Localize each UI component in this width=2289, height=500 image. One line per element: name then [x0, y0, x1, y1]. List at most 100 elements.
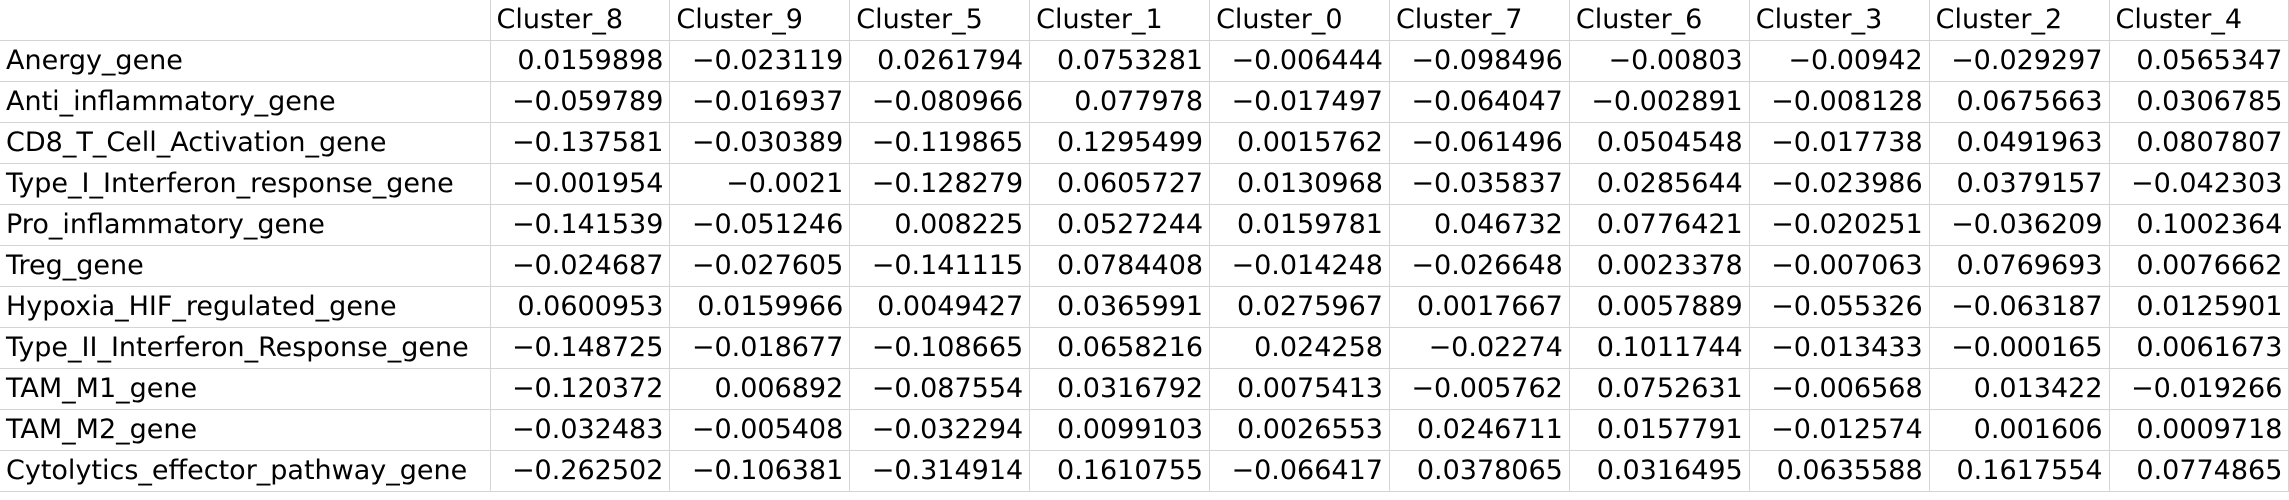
column-header[interactable]: Cluster_9: [669, 0, 851, 41]
value-cell[interactable]: 0.0316792: [1029, 368, 1211, 410]
value-cell[interactable]: 0.0157791: [1569, 409, 1750, 451]
value-cell[interactable]: −0.014248: [1209, 245, 1390, 287]
row-label-cell[interactable]: Cytolytics_effector_pathway_gene: [0, 450, 491, 492]
value-cell[interactable]: 0.0076662: [2109, 245, 2289, 287]
value-cell[interactable]: −0.032483: [490, 409, 671, 451]
value-cell[interactable]: 0.0159966: [669, 286, 851, 328]
value-cell[interactable]: 0.0306785: [2109, 81, 2289, 123]
value-cell[interactable]: −0.020251: [1749, 204, 1930, 246]
row-label-cell[interactable]: Type_I_Interferon_response_gene: [0, 163, 491, 205]
column-header[interactable]: Cluster_0: [1209, 0, 1390, 41]
value-cell[interactable]: 0.1617554: [1929, 450, 2110, 492]
value-cell[interactable]: −0.02274: [1389, 327, 1570, 369]
column-header[interactable]: Cluster_1: [1029, 0, 1211, 41]
value-cell[interactable]: −0.262502: [490, 450, 671, 492]
row-label-cell[interactable]: Type_II_Interferon_Response_gene: [0, 327, 491, 369]
column-header[interactable]: Cluster_5: [849, 0, 1031, 41]
value-cell[interactable]: 0.046732: [1389, 204, 1570, 246]
row-label-cell[interactable]: Pro_inflammatory_gene: [0, 204, 491, 246]
value-cell[interactable]: −0.098496: [1389, 40, 1570, 82]
value-cell[interactable]: 0.0752631: [1569, 368, 1750, 410]
value-cell[interactable]: −0.120372: [490, 368, 671, 410]
value-cell[interactable]: 0.0774865: [2109, 450, 2289, 492]
value-cell[interactable]: −0.064047: [1389, 81, 1570, 123]
value-cell[interactable]: 0.0605727: [1029, 163, 1211, 205]
value-cell[interactable]: 0.0261794: [849, 40, 1031, 82]
value-cell[interactable]: 0.0159781: [1209, 204, 1390, 246]
value-cell[interactable]: −0.128279: [849, 163, 1031, 205]
value-cell[interactable]: 0.0365991: [1029, 286, 1211, 328]
value-cell[interactable]: 0.0600953: [490, 286, 671, 328]
value-cell[interactable]: 0.0061673: [2109, 327, 2289, 369]
value-cell[interactable]: −0.036209: [1929, 204, 2110, 246]
value-cell[interactable]: 0.0009718: [2109, 409, 2289, 451]
value-cell[interactable]: −0.032294: [849, 409, 1031, 451]
value-cell[interactable]: −0.314914: [849, 450, 1031, 492]
value-cell[interactable]: 0.0776421: [1569, 204, 1750, 246]
value-cell[interactable]: 0.0099103: [1029, 409, 1211, 451]
value-cell[interactable]: −0.005408: [669, 409, 851, 451]
value-cell[interactable]: 0.1011744: [1569, 327, 1750, 369]
value-cell[interactable]: −0.029297: [1929, 40, 2110, 82]
value-cell[interactable]: 0.001606: [1929, 409, 2110, 451]
value-cell[interactable]: −0.026648: [1389, 245, 1570, 287]
value-cell[interactable]: −0.019266: [2109, 368, 2289, 410]
value-cell[interactable]: 0.0379157: [1929, 163, 2110, 205]
value-cell[interactable]: 0.0026553: [1209, 409, 1390, 451]
value-cell[interactable]: −0.006568: [1749, 368, 1930, 410]
value-cell[interactable]: 0.0491963: [1929, 122, 2110, 164]
value-cell[interactable]: −0.023119: [669, 40, 851, 82]
value-cell[interactable]: 0.0784408: [1029, 245, 1211, 287]
value-cell[interactable]: −0.006444: [1209, 40, 1390, 82]
value-cell[interactable]: −0.023986: [1749, 163, 1930, 205]
value-cell[interactable]: −0.030389: [669, 122, 851, 164]
value-cell[interactable]: 0.0769693: [1929, 245, 2110, 287]
value-cell[interactable]: 0.0807807: [2109, 122, 2289, 164]
value-cell[interactable]: 0.0057889: [1569, 286, 1750, 328]
column-header[interactable]: Cluster_7: [1389, 0, 1570, 41]
column-header[interactable]: Cluster_3: [1749, 0, 1930, 41]
row-label-cell[interactable]: TAM_M1_gene: [0, 368, 491, 410]
value-cell[interactable]: 0.0285644: [1569, 163, 1750, 205]
value-cell[interactable]: −0.002891: [1569, 81, 1750, 123]
value-cell[interactable]: −0.042303: [2109, 163, 2289, 205]
value-cell[interactable]: −0.013433: [1749, 327, 1930, 369]
value-cell[interactable]: 0.0378065: [1389, 450, 1570, 492]
value-cell[interactable]: −0.087554: [849, 368, 1031, 410]
value-cell[interactable]: 0.1295499: [1029, 122, 1211, 164]
value-cell[interactable]: 0.006892: [669, 368, 851, 410]
value-cell[interactable]: −0.137581: [490, 122, 671, 164]
value-cell[interactable]: −0.007063: [1749, 245, 1930, 287]
value-cell[interactable]: 0.013422: [1929, 368, 2110, 410]
row-label-cell[interactable]: TAM_M2_gene: [0, 409, 491, 451]
value-cell[interactable]: −0.024687: [490, 245, 671, 287]
value-cell[interactable]: 0.0675663: [1929, 81, 2110, 123]
value-cell[interactable]: 0.0565347: [2109, 40, 2289, 82]
value-cell[interactable]: 0.0017667: [1389, 286, 1570, 328]
value-cell[interactable]: 0.024258: [1209, 327, 1390, 369]
value-cell[interactable]: −0.005762: [1389, 368, 1570, 410]
value-cell[interactable]: 0.0130968: [1209, 163, 1390, 205]
row-label-cell[interactable]: CD8_T_Cell_Activation_gene: [0, 122, 491, 164]
column-header[interactable]: Cluster_8: [490, 0, 671, 41]
value-cell[interactable]: −0.055326: [1749, 286, 1930, 328]
value-cell[interactable]: −0.00803: [1569, 40, 1750, 82]
value-cell[interactable]: 0.0527244: [1029, 204, 1211, 246]
row-label-cell[interactable]: Anergy_gene: [0, 40, 491, 82]
value-cell[interactable]: −0.141115: [849, 245, 1031, 287]
value-cell[interactable]: −0.017497: [1209, 81, 1390, 123]
value-cell[interactable]: −0.027605: [669, 245, 851, 287]
value-cell[interactable]: 0.0125901: [2109, 286, 2289, 328]
row-label-cell[interactable]: Anti_inflammatory_gene: [0, 81, 491, 123]
value-cell[interactable]: −0.106381: [669, 450, 851, 492]
value-cell[interactable]: 0.0049427: [849, 286, 1031, 328]
value-cell[interactable]: 0.0246711: [1389, 409, 1570, 451]
value-cell[interactable]: 0.0658216: [1029, 327, 1211, 369]
value-cell[interactable]: −0.012574: [1749, 409, 1930, 451]
value-cell[interactable]: −0.0021: [669, 163, 851, 205]
row-label-cell[interactable]: Treg_gene: [0, 245, 491, 287]
value-cell[interactable]: 0.0275967: [1209, 286, 1390, 328]
value-cell[interactable]: 0.0023378: [1569, 245, 1750, 287]
value-cell[interactable]: −0.066417: [1209, 450, 1390, 492]
value-cell[interactable]: −0.017738: [1749, 122, 1930, 164]
